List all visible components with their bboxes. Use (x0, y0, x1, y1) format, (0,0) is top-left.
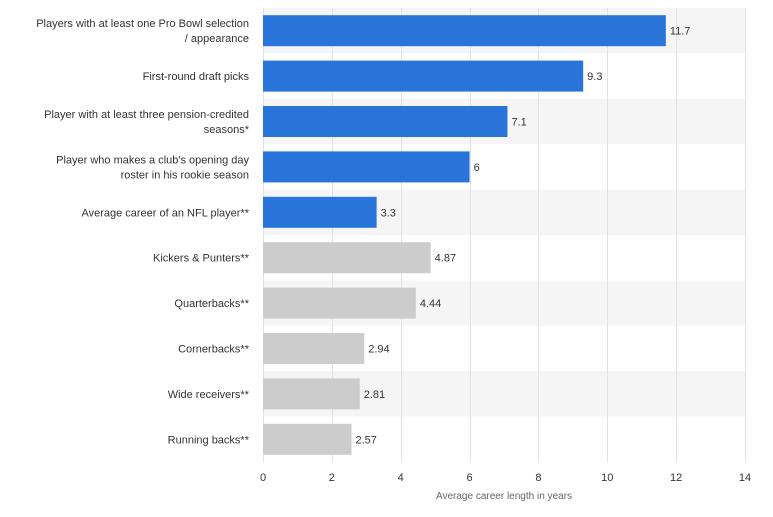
bar[interactable] (263, 106, 508, 137)
bar[interactable] (263, 196, 377, 228)
category-label-line: seasons* (204, 124, 250, 136)
data-label: 2.94 (368, 344, 389, 356)
x-tick-label: 0 (260, 472, 266, 484)
category-label-line: Kickers & Punters** (153, 253, 250, 265)
x-tick-label: 2 (329, 472, 335, 484)
data-label: 4.44 (420, 298, 441, 310)
bar[interactable] (263, 15, 666, 47)
category-label-line: Quarterbacks** (174, 298, 249, 310)
category-labels: Players with at least one Pro Bowl selec… (36, 18, 249, 446)
category-label: Kickers & Punters** (153, 253, 250, 265)
data-label: 11.7 (670, 26, 691, 38)
bars (263, 15, 666, 455)
bar[interactable] (263, 242, 431, 274)
category-label: Average career of an NFL player** (81, 207, 249, 219)
category-label: Quarterbacks** (174, 298, 249, 310)
category-label: First-round draft picks (143, 71, 250, 83)
x-axis-title: Average career length in years (436, 491, 572, 502)
category-label-line: / appearance (185, 33, 249, 45)
data-label: 9.3 (587, 71, 602, 83)
category-label-line: First-round draft picks (143, 71, 250, 83)
bar[interactable] (263, 378, 360, 410)
x-tick-label: 4 (398, 472, 404, 484)
x-tick-label: 8 (535, 472, 541, 484)
data-label: 4.87 (435, 253, 456, 265)
category-label-line: Player with at least three pension-credi… (44, 109, 249, 121)
x-tick-label: 6 (467, 472, 473, 484)
data-label: 7.1 (511, 117, 526, 129)
x-tick-label: 10 (601, 472, 613, 484)
data-label: 6 (474, 162, 480, 174)
category-label-line: Players with at least one Pro Bowl selec… (36, 18, 249, 30)
category-label-line: Average career of an NFL player** (81, 207, 249, 219)
category-label: Wide receivers** (168, 389, 250, 401)
category-label-line: Running backs** (168, 434, 250, 446)
bar[interactable] (263, 151, 470, 183)
category-label: Running backs** (168, 434, 250, 446)
category-label: Player who makes a club's opening day ros… (56, 154, 249, 181)
category-label: Player with at least three pension-credi… (44, 109, 250, 136)
category-label: Players with at least one Pro Bowl selec… (36, 18, 249, 45)
bar[interactable] (263, 60, 584, 92)
category-label-line: roster in his rookie season (121, 169, 249, 181)
value-labels: 11.7 9.3 7.1 6 3.3 4.87 4.44 2.94 2.81 2.57 (355, 26, 690, 447)
data-label: 2.81 (364, 389, 385, 401)
bar[interactable] (263, 423, 352, 455)
bar[interactable] (263, 287, 416, 319)
category-label-line: Cornerbacks** (178, 344, 250, 356)
data-label: 3.3 (381, 207, 396, 219)
category-label-line: Wide receivers** (168, 389, 250, 401)
data-label: 2.57 (355, 434, 376, 446)
category-label-line: Player who makes a club's opening day (56, 154, 249, 166)
bar[interactable] (263, 333, 365, 364)
x-tick-label: 14 (739, 472, 751, 484)
x-tick-label: 12 (670, 472, 682, 484)
category-label: Cornerbacks** (178, 344, 250, 356)
x-tick-labels: 0 2 4 6 8 10 12 14 (260, 472, 751, 484)
